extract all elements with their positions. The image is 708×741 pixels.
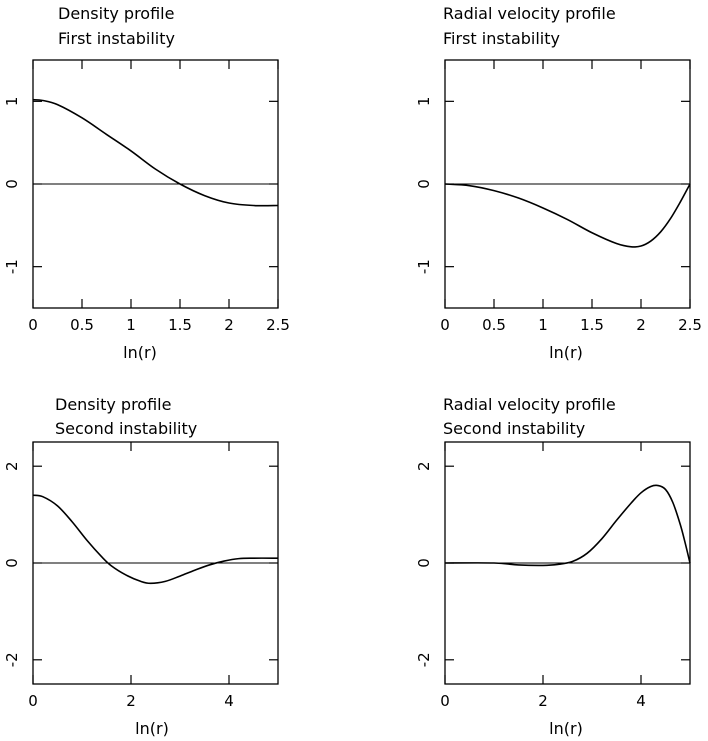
x-tick-label: 2	[636, 316, 646, 334]
panel-title: Density profile	[55, 395, 171, 414]
y-tick-label: 0	[3, 179, 21, 189]
panel-title: Radial velocity profile	[443, 395, 616, 414]
x-tick-label: 2	[224, 316, 234, 334]
y-tick-label: -2	[3, 652, 21, 667]
x-tick-label: 0	[440, 692, 450, 710]
y-tick-label: 2	[415, 461, 433, 471]
y-tick-label: -1	[415, 259, 433, 274]
x-axis-label: ln(r)	[549, 343, 583, 362]
y-tick-label: 1	[3, 97, 21, 107]
x-tick-label: 0	[440, 316, 450, 334]
panel-title: Radial velocity profile	[443, 4, 616, 23]
x-tick-label: 1.5	[580, 316, 604, 334]
series-line	[444, 484, 691, 567]
series-line	[32, 98, 279, 207]
x-axis-label: ln(r)	[135, 719, 169, 738]
panel-title: Density profile	[58, 4, 174, 23]
y-tick-label: -1	[3, 259, 21, 274]
plot-area: 0 0.5 1 1.5 2 2.5 -1 0 1	[415, 59, 702, 334]
x-tick-label: 2.5	[678, 316, 702, 334]
series-line	[444, 183, 691, 248]
x-tick-label: 2	[538, 692, 548, 710]
x-tick-label: 0.5	[482, 316, 506, 334]
x-tick-label: 0.5	[70, 316, 94, 334]
panel-subtitle: First instability	[58, 29, 175, 48]
panel-velocity-second: Radial velocity profile Second instabili…	[415, 395, 691, 738]
y-tick-label: 0	[415, 179, 433, 189]
x-tick-label: 2	[126, 692, 136, 710]
x-tick-label: 0	[28, 692, 38, 710]
x-axis-label: ln(r)	[549, 719, 583, 738]
x-tick-label: 4	[636, 692, 646, 710]
panel-velocity-first: Radial velocity profile First instabilit…	[415, 4, 702, 362]
x-tick-label: 0	[28, 316, 38, 334]
y-tick-label: 0	[3, 558, 21, 568]
panel-density-second: Density profile Second instability 0 2 4 -2…	[3, 395, 279, 738]
plot-area: 0 2 4 -2 0 2	[3, 441, 279, 710]
series-line	[32, 494, 279, 585]
x-tick-label: 4	[224, 692, 234, 710]
x-axis-label: ln(r)	[123, 343, 157, 362]
x-tick-label: 2.5	[266, 316, 290, 334]
y-tick-label: 2	[3, 461, 21, 471]
x-tick-label: 1	[126, 316, 136, 334]
panel-subtitle: Second instability	[443, 419, 585, 438]
y-tick-label: 1	[415, 97, 433, 107]
x-tick-label: 1.5	[168, 316, 192, 334]
panel-subtitle: Second instability	[55, 419, 197, 438]
panel-subtitle: First instability	[443, 29, 560, 48]
panel-density-first: Density profile First instability 0 0.5 1 1…	[3, 4, 290, 362]
plot-area: 0 0.5 1 1.5 2 2.5 -1 0 1	[3, 59, 290, 334]
x-tick-label: 1	[538, 316, 548, 334]
y-tick-label: -2	[415, 652, 433, 667]
plot-area: 0 2 4 -2 0 2	[415, 441, 691, 710]
y-tick-label: 0	[415, 558, 433, 568]
